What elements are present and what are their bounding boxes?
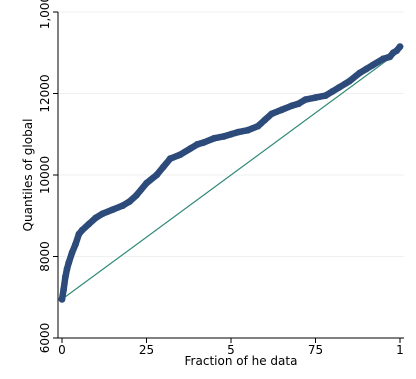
quantile-point [78, 226, 86, 234]
quantile-point [143, 179, 150, 187]
quantile-point [227, 130, 235, 138]
quantile-point [335, 83, 343, 91]
quantile-point [72, 240, 79, 248]
y-axis-ticks: 6000 8000 10000 12000 1,000 [38, 0, 58, 353]
quantile-point [329, 88, 336, 95]
quantile-point [369, 61, 377, 69]
quantile-point [193, 141, 201, 148]
y-tick-label: 6000 [38, 323, 52, 354]
quantile-point [187, 145, 194, 152]
y-tick-label: 10000 [38, 156, 52, 194]
y-axis-label: Quantiles of global [21, 119, 35, 232]
quantile-point [301, 96, 309, 104]
x-tick-label: 5 [227, 343, 235, 357]
quantile-point [322, 92, 330, 99]
quantile-point [268, 110, 275, 118]
quantile-point [345, 77, 353, 85]
quantile-point [244, 126, 252, 134]
quantile-point [288, 102, 296, 110]
quantile-point [200, 139, 208, 146]
x-axis-ticks: 0 25 5 75 1 [58, 338, 404, 357]
quantile-point [234, 128, 242, 136]
quantile-point [126, 198, 133, 205]
quantile-point [210, 134, 218, 142]
quantile-point [160, 163, 167, 171]
quantile-point [65, 259, 73, 267]
quantile-point [312, 94, 319, 101]
quantile-point [132, 191, 140, 199]
quantile-point [85, 220, 93, 228]
x-tick-label: 25 [139, 343, 154, 357]
quantile-point [166, 155, 174, 163]
y-tick-label: 1,000 [38, 0, 52, 29]
quantile-point [109, 206, 117, 214]
quantile-point [362, 65, 370, 73]
quantile-point [295, 100, 302, 108]
y-tick-label: 8000 [38, 241, 52, 272]
quantile-point [92, 214, 100, 222]
x-tick-label: 0 [58, 343, 66, 357]
quantile-point [254, 122, 262, 130]
quantile-point [63, 265, 71, 273]
y-tick-label: 12000 [38, 74, 52, 112]
quantile-point [68, 249, 76, 256]
quantile-point [60, 285, 68, 293]
series-layer [58, 43, 404, 303]
quantile-point [261, 116, 269, 124]
quantile-point [379, 55, 387, 63]
quantile-point [396, 43, 404, 51]
quantile-point [176, 151, 184, 159]
quantile-point [220, 132, 228, 140]
quantile-point [356, 69, 363, 77]
reference-line [61, 50, 401, 300]
quantile-point [153, 171, 161, 179]
quantile-point [99, 210, 106, 218]
x-axis-label: Fraction of he data [185, 354, 298, 368]
quantile-point [278, 106, 286, 114]
quantile-point [61, 273, 69, 281]
x-tick-label: 1 [396, 343, 404, 357]
quantile-point [58, 295, 66, 303]
quantile-point [119, 202, 127, 209]
x-tick-label: 75 [308, 343, 323, 357]
